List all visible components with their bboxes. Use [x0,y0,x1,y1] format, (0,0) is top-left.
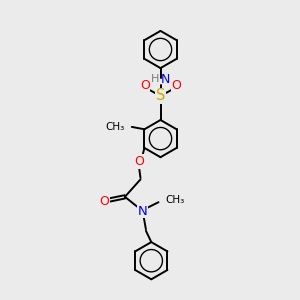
Text: H: H [151,74,159,85]
Text: O: O [171,79,181,92]
Text: S: S [156,88,165,104]
Text: O: O [100,195,110,208]
Text: N: N [161,73,171,86]
Text: CH₃: CH₃ [165,195,184,205]
Text: O: O [140,79,150,92]
Text: N: N [138,205,148,218]
Text: O: O [134,155,144,168]
Text: CH₃: CH₃ [105,122,124,132]
